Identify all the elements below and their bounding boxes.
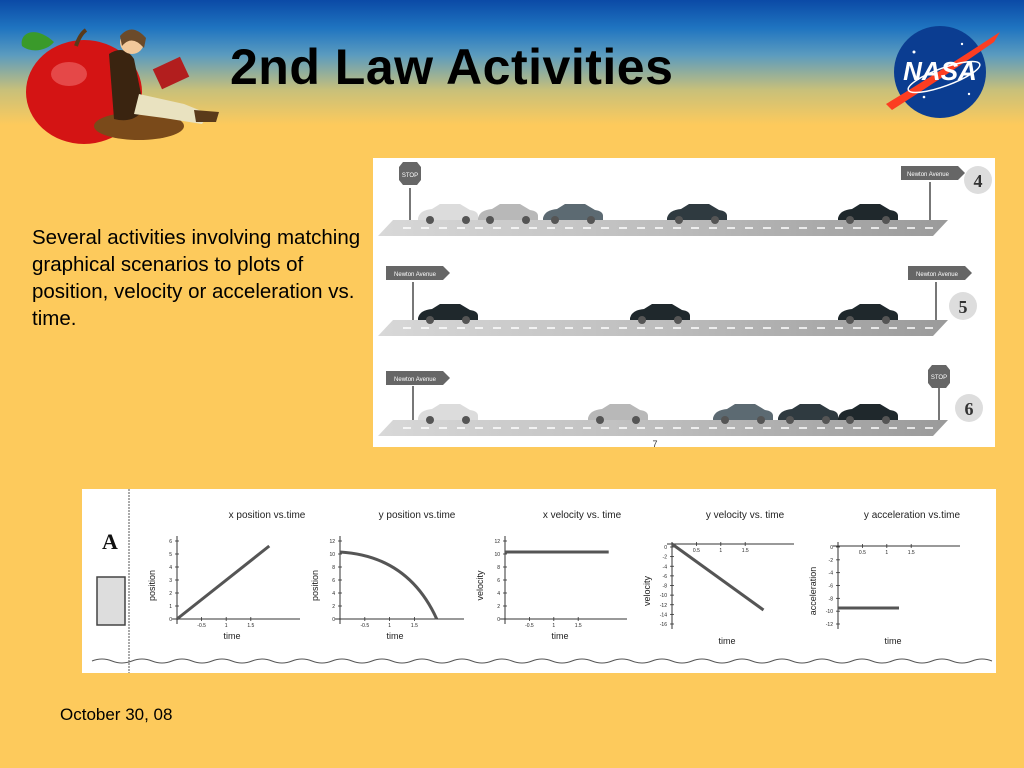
graph-x-tick-label: 0.5 [693,548,700,554]
slide-body-text: Several activities involving matching gr… [32,226,361,330]
graph-title: x position vs.time [229,510,306,521]
graph-y-tick-label: -10 [826,609,833,615]
graph-y-tick-label: 10 [329,552,335,558]
stop-sign-6: STOP [931,375,947,381]
street-sign-5a: Newton Avenue [394,272,437,278]
graph-x-label: time [718,636,735,646]
newton-apple-logo [14,14,224,149]
graph-y-tick-label: 0 [664,545,667,551]
graph-y-tick-label: -14 [660,612,667,618]
graph-y-label: position [147,570,157,601]
street-sign-4: Newton Avenue [907,172,950,178]
nasa-wordmark: NASA [903,56,977,86]
graph-y-tick-label: 12 [494,539,500,545]
graph-y-tick-label: 3 [169,578,172,584]
graph-y-tick-label: 2 [332,604,335,610]
graph-y-label: velocity [642,575,652,606]
graph-y-tick-label: 8 [332,565,335,571]
stop-sign-4: STOP [402,173,418,179]
graph-x-tick-label: 1 [719,548,722,554]
graph-y-tick-label: -12 [826,622,833,628]
graph-title: y acceleration vs.time [864,510,961,521]
graph-curve [671,542,765,612]
graph-y-tick-label: -4 [663,564,668,570]
graph-y-tick-label: 0 [830,545,833,551]
graph-set-panel: A x position vs.time 6 5 4 3 2 1 0 -0.5 1 1.5 time p… [82,489,996,673]
graph-x-tick-label: 1.5 [908,550,915,556]
graph-y-tick-label: 10 [494,552,500,558]
graph-x-tick-label: 1.5 [411,623,418,629]
page-mark: 7 [652,439,657,447]
graph-y-tick-label: -2 [663,555,668,561]
graph-curve [176,544,271,621]
nasa-logo: NASA [884,22,1002,122]
graph-y-tick-label: 4 [332,591,335,597]
graph-y-tick-label: -4 [829,571,834,577]
graph-x-label: time [884,636,901,646]
graph-x-tick-label: 1.5 [247,623,254,629]
graph-x-tick-label: 1 [552,623,555,629]
graph-y-label: position [310,570,320,601]
graph-y-tick-label: -10 [660,593,667,599]
graph-x-tick-label: 1.5 [742,548,749,554]
answer-box[interactable] [96,576,126,626]
graph-x-tick-label: -0.5 [360,623,369,629]
graph-y-tick-label: 6 [332,578,335,584]
graph-x-label: time [386,631,403,641]
graph-y-tick-label: -2 [829,558,834,564]
graph-x-tick-label: 0.5 [859,550,866,556]
graph-y-tick-label: 6 [169,539,172,545]
graph-y-tick-label: -6 [663,574,668,580]
graph-x-tick-label: 1.5 [575,623,582,629]
street-sign-5b: Newton Avenue [916,272,959,278]
graph-y-tick-label: 1 [169,604,172,610]
graph-title: x velocity vs. time [543,510,622,521]
graph-y-tick-label: 12 [329,539,335,545]
road-scenes-panel: STOP Newton Avenue 4 Newton Avenue Newto… [373,158,995,447]
street-sign-6: Newton Avenue [394,377,437,383]
graph-y-tick-label: 0 [497,617,500,623]
road-scene-6: Newton Avenue STOP 6 [378,365,983,436]
graph-y-tick-label: 2 [497,604,500,610]
graph-y-tick-label: -8 [663,584,668,590]
scene-number-4: 4 [974,171,983,191]
graph-x-label: time [223,631,240,641]
graph-curve [339,550,439,620]
graph-y-tick-label: -8 [829,596,834,602]
graph-x-tick-label: 1 [388,623,391,629]
graph-y-tick-label: -6 [829,584,834,590]
graph-x-tick-label: -0.5 [525,623,534,629]
graph-x-label: time [551,631,568,641]
graph-y-tick-label: -16 [660,622,667,628]
graph-y-tick-label: 0 [332,617,335,623]
graph-y-tick-label: 4 [169,565,172,571]
graph-y-label: acceleration [808,567,818,616]
graph-x-tick-label: -0.5 [197,623,206,629]
scene-number-6: 6 [965,399,974,419]
graph-x-tick-label: 1 [885,550,888,556]
road-scene-4: STOP Newton Avenue 4 [378,162,992,236]
graph-y-tick-label: 8 [497,565,500,571]
slide-date: October 30, 08 [60,705,173,724]
graph-title: y velocity vs. time [706,510,785,521]
graph-y-tick-label: 6 [497,578,500,584]
graph-x-tick-label: 1 [225,623,228,629]
graph-y-tick-label: -12 [660,603,667,609]
graph-y-tick-label: 0 [169,617,172,623]
graph-y-label: velocity [475,570,485,601]
scene-number-5: 5 [959,297,968,317]
graph-title: y position vs.time [379,510,456,521]
graph-set-label: A [102,529,118,554]
slide-title: 2nd Law Activities [230,39,674,95]
graph-y-tick-label: 5 [169,552,172,558]
graph-y-tick-label: 4 [497,591,500,597]
graph-y-tick-label: 2 [169,591,172,597]
road-scene-5: Newton Avenue Newton Avenue 5 [378,266,977,336]
